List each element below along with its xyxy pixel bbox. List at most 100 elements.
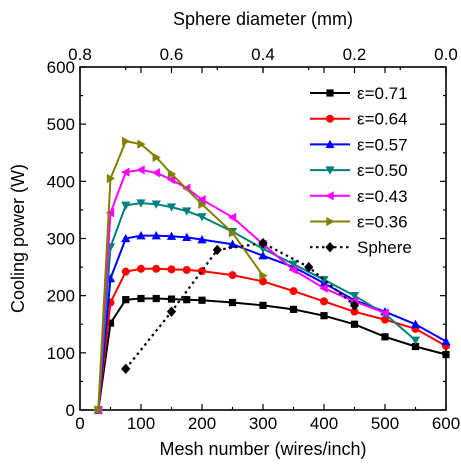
data-point (151, 168, 160, 178)
data-point (288, 260, 299, 269)
series-5 (94, 136, 268, 415)
x-tick-label: 300 (249, 414, 277, 433)
data-point (410, 319, 421, 328)
data-point (152, 294, 160, 303)
data-point (304, 261, 314, 273)
data-point (136, 231, 146, 240)
data-point (121, 363, 131, 375)
data-point (319, 283, 328, 293)
y-tick-label: 300 (47, 230, 75, 249)
data-point (137, 139, 146, 149)
x2-tick-label: 0.0 (434, 45, 458, 64)
data-point (259, 271, 268, 281)
axis-labels: Mesh number (wires/inch) Cooling power (… (8, 9, 367, 459)
data-point (227, 239, 238, 248)
data-point (350, 320, 359, 328)
data-point (442, 350, 450, 359)
y-axis-title: Cooling power (W) (8, 164, 28, 313)
data-point (121, 201, 131, 210)
data-point (259, 301, 267, 309)
data-point (121, 267, 130, 276)
data-point (137, 294, 145, 303)
series-0 (94, 294, 450, 414)
data-point (182, 232, 192, 242)
data-point (198, 296, 206, 304)
data-point (259, 277, 267, 286)
data-point (197, 195, 206, 205)
legend-label: ε=0.64 (357, 110, 408, 129)
legend-marker (325, 191, 334, 201)
data-point (212, 244, 222, 256)
x-tick-label: 200 (188, 414, 216, 433)
x2-tick-label: 0.8 (68, 45, 92, 64)
legend-marker (325, 166, 335, 175)
data-point (121, 167, 130, 177)
data-point (197, 235, 207, 244)
data-point (320, 297, 328, 306)
data-point (152, 152, 161, 162)
legend-entry: Sphere (310, 238, 412, 257)
data-point (289, 287, 298, 296)
data-point (183, 296, 191, 304)
legend-entry: ε=0.36 (310, 213, 408, 232)
legend-label: ε=0.71 (357, 84, 408, 103)
data-point (166, 175, 176, 185)
data-point (106, 173, 116, 184)
data-point (152, 264, 161, 273)
x2-tick-label: 0.2 (343, 45, 367, 64)
data-point (182, 265, 191, 274)
data-point (288, 265, 298, 275)
data-point (410, 336, 421, 345)
data-point (381, 315, 389, 324)
x-tick-label: 500 (371, 414, 399, 433)
legend-label: ε=0.36 (357, 213, 408, 232)
data-point (381, 333, 389, 341)
y-tick-label: 600 (47, 58, 75, 77)
y-tick-label: 0 (66, 401, 75, 420)
legend-entry: ε=0.43 (310, 187, 408, 206)
series-1 (94, 264, 450, 414)
data-point (258, 251, 268, 260)
data-point (106, 319, 115, 327)
data-point (121, 233, 131, 243)
series-layer (93, 136, 451, 415)
y-tick-label: 200 (47, 287, 75, 306)
legend-label: ε=0.43 (357, 187, 408, 206)
data-point (441, 336, 451, 346)
data-point (166, 231, 177, 240)
legend-label: Sphere (357, 238, 412, 257)
x-tick-label: 100 (127, 414, 155, 433)
data-point (166, 306, 177, 317)
data-point (105, 208, 115, 218)
x-tick-label: 0 (75, 414, 84, 433)
legend-label: ε=0.50 (357, 161, 408, 180)
series-line (97, 267, 447, 411)
data-point (182, 207, 192, 216)
data-point (228, 228, 238, 238)
legend-entry: ε=0.64 (310, 110, 408, 129)
series-line (97, 297, 447, 411)
data-point (197, 213, 207, 222)
data-point (349, 291, 360, 301)
data-point (228, 298, 237, 307)
legend-marker (326, 89, 334, 97)
legend-marker (325, 139, 335, 149)
data-point (166, 203, 177, 212)
data-point (380, 308, 389, 318)
data-point (167, 295, 176, 303)
data-point (198, 199, 207, 209)
data-point (136, 165, 145, 175)
x-tick-label: 600 (432, 414, 460, 433)
legend-marker (326, 216, 335, 227)
data-point (94, 405, 103, 415)
data-point (228, 271, 237, 280)
data-point (167, 169, 177, 179)
top-axis-title: Sphere diameter (mm) (173, 9, 353, 29)
legend-label: ε=0.57 (357, 135, 408, 154)
data-point (136, 199, 146, 208)
data-point (258, 237, 268, 249)
x-axis-title: Mesh number (wires/inch) (159, 439, 366, 459)
data-point (350, 307, 359, 316)
